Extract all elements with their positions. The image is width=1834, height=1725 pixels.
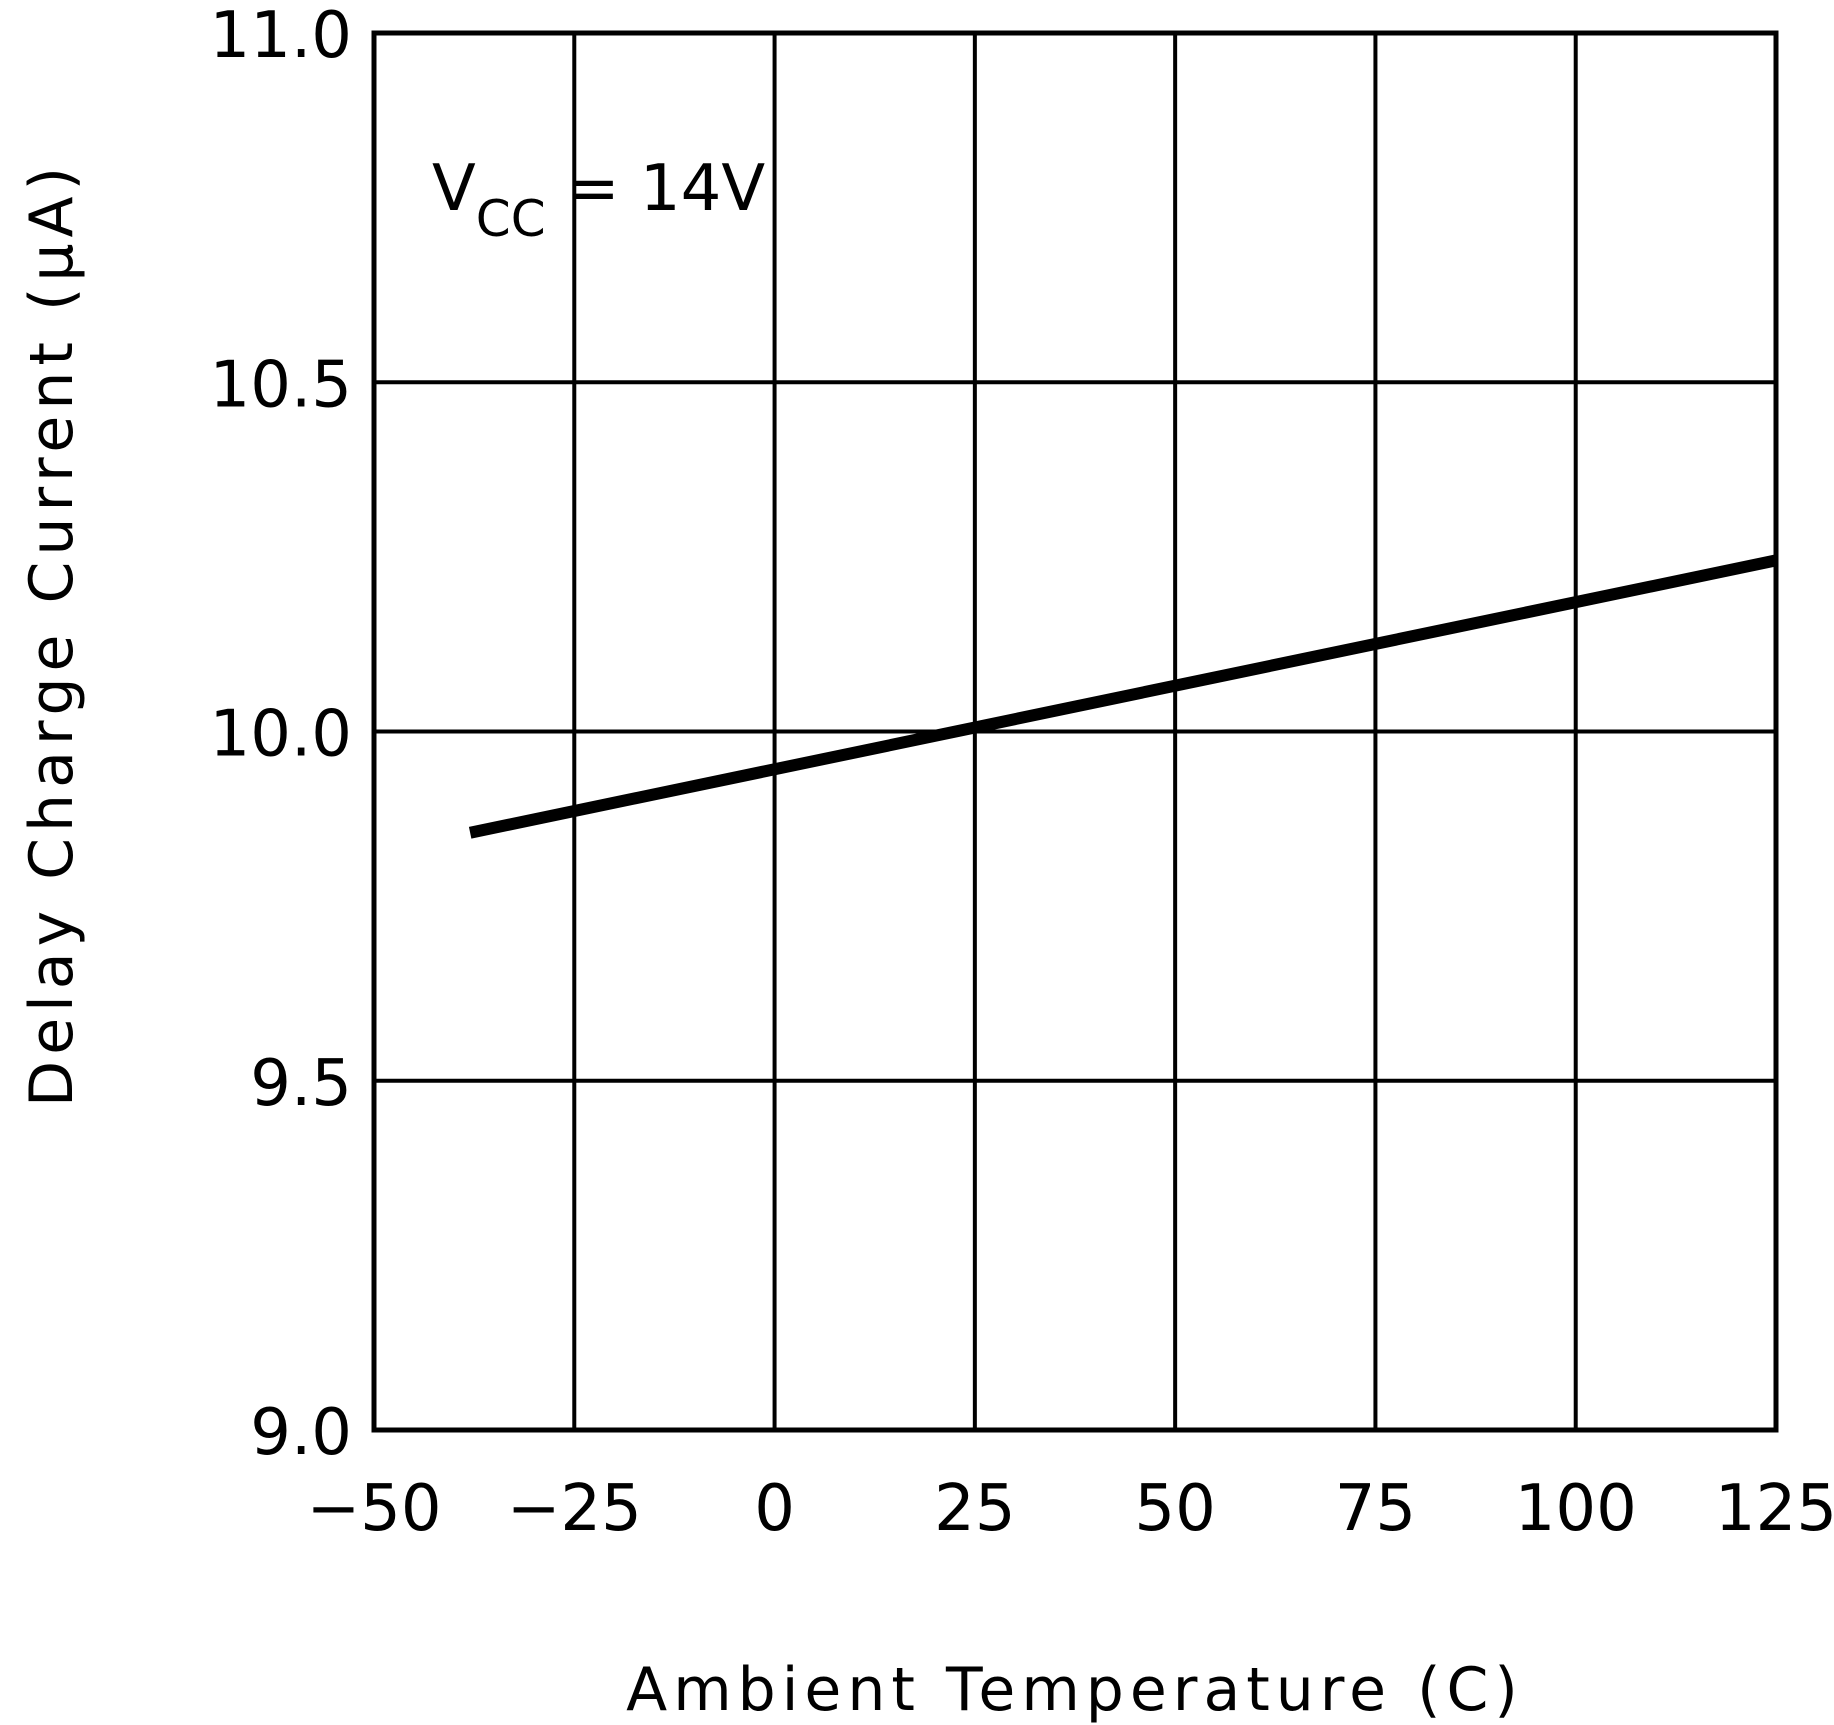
x-axis-title: Ambient Temperature (C) (626, 1655, 1524, 1725)
x-axis-ticks: −50 −25 0 25 50 75 100 125 (306, 1472, 1834, 1546)
y-axis-title: Delay Charge Current (μA) (17, 161, 87, 1107)
x-tick-label: 100 (1515, 1472, 1637, 1546)
annotation-subscript: CC (476, 190, 546, 248)
x-tick-label: −50 (306, 1472, 441, 1546)
x-tick-label: −25 (507, 1472, 642, 1546)
annotation-main: V (432, 152, 476, 226)
y-tick-label: 9.0 (250, 1396, 352, 1470)
y-tick-label: 10.0 (210, 698, 353, 772)
grid (374, 33, 1776, 1430)
plot-frame (371, 30, 1779, 1433)
x-tick-label: 75 (1335, 1472, 1416, 1546)
x-tick-label: 25 (934, 1472, 1015, 1546)
series-layer (468, 554, 1778, 839)
x-tick-label: 125 (1715, 1472, 1834, 1546)
y-tick-label: 11.0 (210, 0, 353, 73)
x-tick-label: 50 (1134, 1472, 1215, 1546)
series-line (468, 554, 1778, 839)
annotation-rest: = 14V (546, 152, 766, 226)
y-axis-ticks: 9.0 9.5 10.0 10.5 11.0 (210, 0, 353, 1470)
x-tick-label: 0 (754, 1472, 795, 1546)
vcc-annotation: VCC = 14V (432, 152, 765, 248)
y-tick-label: 9.5 (250, 1047, 352, 1121)
y-tick-label: 10.5 (210, 348, 353, 422)
